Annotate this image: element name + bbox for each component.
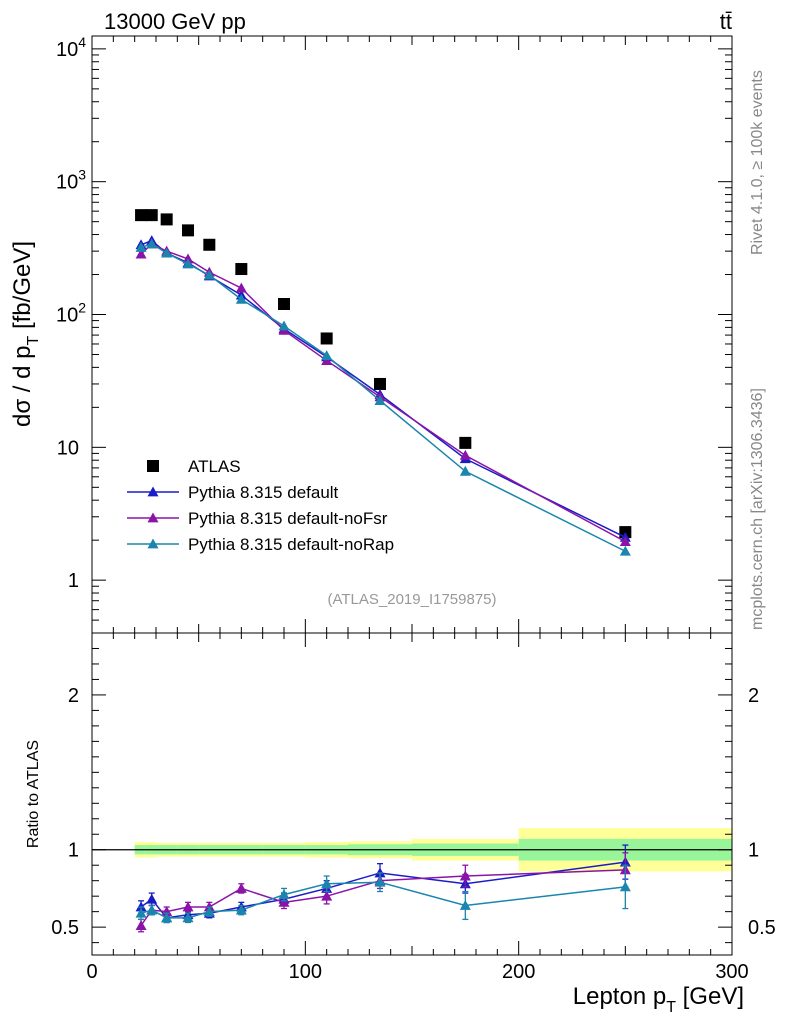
data-point-nofsr (235, 282, 247, 293)
ratio-point-nofsr (135, 920, 147, 930)
ratio-point-nofsr (459, 870, 471, 881)
ratio-panel: 0 100 200 3000.5 0.51 12 2 Ratio to ATLAS Lept… (25, 632, 776, 1016)
ratio-point-norap (235, 904, 247, 915)
x-tick-label: 0 (86, 961, 97, 983)
data-point-nofsr (135, 248, 147, 259)
ratio-point-norap (203, 906, 215, 917)
data-point-nofsr (182, 253, 194, 264)
legend-marker-norap (147, 538, 159, 549)
data-point-atlas (278, 297, 290, 310)
ratio-point-nofsr (182, 901, 194, 912)
ratio-point-norap (135, 907, 147, 918)
y-tick-label: 10 (57, 437, 79, 459)
data-point-atlas (374, 377, 386, 390)
data-point-atlas (160, 213, 173, 226)
data-point-norap (374, 395, 386, 405)
process-label: tt̄ (720, 9, 732, 34)
ratio-point-norap (182, 912, 194, 923)
analysis-id: (ATLAS_2019_I1759875) (327, 591, 496, 608)
y-tick-label-right: 2 (748, 685, 759, 707)
data-point-norap (161, 247, 173, 258)
legend: ATLAS Pythia 8.315 default Pythia 8.315 de… (127, 457, 394, 554)
ratio-point-norap (619, 881, 631, 892)
data-point-norap (182, 258, 194, 269)
rivet-label: Rivet 4.1.0, ≥ 100k events (749, 70, 766, 255)
data-point-norap (278, 320, 290, 331)
legend-marker-atlas (147, 460, 159, 472)
y-tick-label: 1 (68, 840, 79, 862)
ratio-axes: 0 100 200 3000.5 0.51 12 2 (51, 632, 776, 983)
ratio-point-nofsr (235, 882, 247, 893)
data-point-norap (459, 465, 471, 476)
data-point-atlas (203, 238, 216, 251)
legend-marker-default (147, 486, 159, 497)
y-tick-label-right: 0.5 (748, 917, 776, 939)
ratio-y-axis-label: Ratio to ATLAS (25, 740, 42, 848)
y-tick-label: 0.5 (51, 917, 79, 939)
mcplots-label: mcplots.cern.ch [arXiv:1306.3436] (749, 388, 766, 630)
data-point-norap (321, 350, 333, 361)
ratio-point-nofsr (321, 890, 333, 901)
legend-label-default: Pythia 8.315 default (188, 483, 339, 502)
x-axis-label: Lepton pT [GeV] (573, 983, 744, 1016)
ratio-point-norap (278, 889, 290, 900)
y-tick-label: 1 (68, 570, 79, 592)
ratio-point-norap (459, 899, 471, 910)
main-y-axis-label: dσ / d pT [fb/GeV] (9, 241, 42, 427)
energy-label: 13000 GeV pp (104, 9, 246, 34)
data-point-atlas (145, 209, 158, 222)
legend-label-norap: Pythia 8.315 default-noRap (188, 535, 394, 554)
ratio-point-norap (146, 904, 158, 915)
x-tick-label: 300 (715, 961, 748, 983)
x-tick-label: 100 (289, 961, 322, 983)
x-tick-label: 200 (502, 961, 535, 983)
data-point-atlas (182, 224, 194, 237)
main-plot-content (135, 209, 632, 556)
data-point-nofsr (459, 449, 471, 460)
data-point-atlas (235, 263, 248, 276)
data-point-norap (235, 293, 247, 304)
data-point-norap (146, 238, 158, 249)
data-point-atlas (459, 436, 472, 449)
ratio-point-nofsr (278, 896, 290, 907)
main-axes: 1 10 102 103 104 (56, 34, 733, 634)
ratio-plot-content (92, 828, 732, 933)
data-point-atlas (135, 209, 148, 222)
ratio-point-default (146, 893, 158, 904)
data-point-atlas (320, 332, 333, 345)
data-point-norap (135, 241, 147, 252)
legend-marker-nofsr (147, 512, 159, 523)
ratio-point-norap (374, 876, 386, 887)
y-tick-label: 103 (56, 167, 86, 194)
y-tick-label: 104 (56, 34, 86, 61)
y-tick-label-right: 1 (748, 840, 759, 862)
y-tick-label: 102 (56, 300, 86, 327)
data-point-norap (203, 269, 215, 280)
legend-label-nofsr: Pythia 8.315 default-noFsr (188, 509, 388, 528)
ratio-point-norap (321, 878, 333, 889)
main-panel: 1 10 102 103 104 (ATLAS_2019_I1759875) dσ / … (9, 34, 733, 634)
data-point-norap (619, 545, 631, 556)
data-point-nofsr (619, 536, 631, 547)
legend-label-atlas: ATLAS (188, 457, 241, 476)
ratio-point-norap (161, 912, 173, 923)
y-tick-label: 2 (68, 685, 79, 707)
